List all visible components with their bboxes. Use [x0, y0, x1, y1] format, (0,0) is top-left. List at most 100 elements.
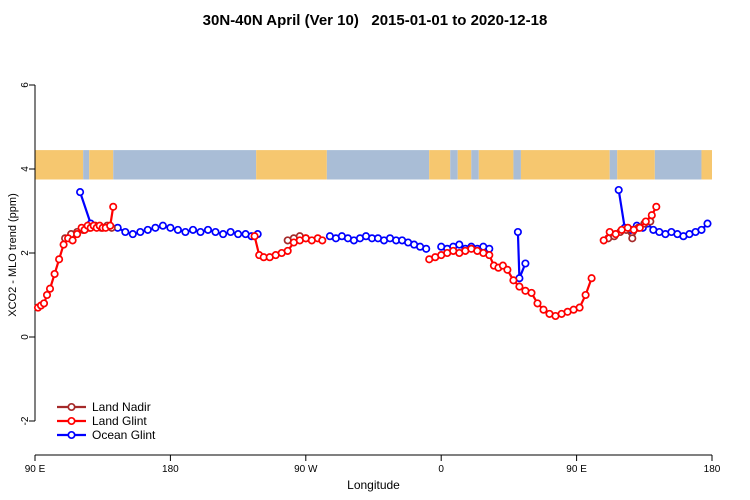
x-tick-label: 0: [438, 464, 444, 475]
legend-marker: [67, 416, 76, 426]
strip-segment-ocean: [450, 150, 458, 180]
data-point-marker: [318, 236, 327, 245]
data-point-marker: [136, 227, 145, 237]
x-tick-label: 180: [162, 464, 179, 475]
strip-segment-land: [617, 150, 655, 180]
strip-segment-land: [429, 150, 451, 180]
strip-segment-ocean: [113, 150, 257, 180]
y-tick-label: 0: [20, 334, 31, 340]
data-point-marker: [485, 244, 494, 253]
chart-title: 30N-40N April (Ver 10) 2015-01-01 to 202…: [202, 12, 548, 29]
data-point-marker: [422, 244, 431, 253]
legend-item-land-nadir: Land Nadir: [57, 400, 151, 414]
data-point-marker: [455, 240, 464, 249]
data-point-marker: [641, 217, 650, 226]
strip-segment-ocean: [513, 150, 521, 180]
data-point-marker: [226, 227, 235, 237]
data-point-marker: [599, 236, 608, 245]
data-point-marker: [697, 225, 706, 234]
strip-segment-land: [520, 150, 610, 180]
data-point-marker: [628, 234, 637, 243]
y-tick-label: -2: [20, 416, 31, 425]
data-point-marker: [647, 211, 656, 220]
data-point-marker: [143, 225, 152, 234]
strip-segment-ocean: [471, 150, 479, 180]
data-point-marker: [196, 227, 205, 237]
data-point-marker: [652, 202, 661, 211]
legend-label: Ocean Glint: [92, 428, 156, 442]
data-point-marker: [181, 227, 190, 237]
series-line: [516, 231, 527, 279]
strip-segment-land: [478, 150, 514, 180]
strip-segment-land: [256, 150, 327, 180]
data-point-marker: [73, 230, 82, 239]
data-point-marker: [219, 230, 228, 239]
y-axis-title: XCO2 - MLO trend (ppm): [7, 193, 19, 317]
legend-marker: [67, 430, 76, 440]
data-point-marker: [635, 223, 644, 232]
data-point-marker: [128, 230, 137, 239]
data-point-marker: [42, 290, 52, 300]
legend-label: Land Glint: [92, 414, 147, 428]
data-point-marker: [55, 255, 64, 264]
y-tick-label: 6: [20, 82, 31, 88]
data-point-marker: [521, 259, 530, 268]
data-point-marker: [68, 236, 77, 245]
x-axis-title: Longitude: [347, 478, 400, 492]
data-point-marker: [283, 246, 292, 255]
data-point-marker: [250, 232, 259, 241]
data-point-marker: [703, 219, 712, 228]
land-ocean-strip: [35, 150, 712, 180]
data-point-marker: [533, 299, 542, 308]
data-point-marker: [515, 282, 524, 291]
data-point-marker: [581, 290, 590, 300]
x-tick-label: 90 E: [566, 464, 587, 475]
strip-segment-ocean: [83, 150, 90, 180]
data-point-marker: [173, 225, 182, 234]
data-point-marker: [76, 188, 85, 197]
legend-label: Land Nadir: [92, 400, 151, 414]
data-point-marker: [527, 288, 536, 297]
y-tick-label: 4: [20, 166, 31, 172]
data-point-marker: [188, 225, 198, 234]
legend-item-land-glint: Land Glint: [57, 414, 147, 428]
data-point-marker: [106, 221, 115, 230]
data-point-marker: [59, 240, 68, 249]
axes: [29, 84, 713, 461]
x-tick-label: 90 E: [25, 464, 46, 475]
series-land-glint: [33, 202, 661, 321]
strip-segment-land: [457, 150, 472, 180]
strip-segment-land: [35, 150, 84, 180]
strip-segment-land: [701, 150, 712, 180]
data-point-marker: [485, 251, 494, 260]
strip-segment-land: [89, 150, 114, 180]
data-point-marker: [158, 221, 167, 230]
data-point-marker: [575, 303, 584, 312]
data-point-marker: [509, 276, 518, 285]
data-point-marker: [611, 230, 620, 239]
y-tick-label: 2: [20, 250, 31, 256]
data-point-marker: [121, 227, 130, 237]
legend-item-ocean-glint: Ocean Glint: [57, 428, 156, 442]
data-point-marker: [234, 230, 243, 239]
strip-segment-ocean: [326, 150, 430, 180]
data-point-marker: [203, 225, 213, 234]
data-point-marker: [539, 305, 548, 314]
strip-segment-ocean: [654, 150, 702, 180]
data-point-marker: [151, 223, 160, 232]
x-tick-label: 180: [704, 464, 721, 475]
data-point-marker: [614, 185, 623, 195]
data-point-marker: [45, 284, 55, 293]
legend-marker: [67, 402, 76, 412]
data-point-marker: [587, 274, 596, 283]
data-point-marker: [166, 223, 175, 232]
data-point-marker: [211, 227, 220, 237]
data-point-marker: [513, 227, 522, 237]
data-point-marker: [39, 299, 49, 308]
data-point-marker: [503, 265, 512, 274]
data-point-marker: [50, 269, 59, 279]
x-tick-label: 90 W: [294, 464, 318, 475]
